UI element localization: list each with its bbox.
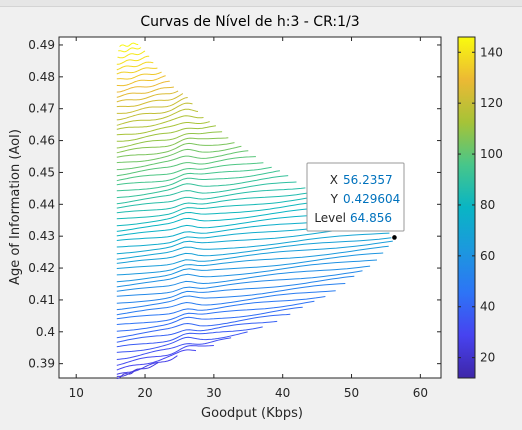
- contour-line: [116, 156, 256, 177]
- contour-line: [116, 150, 249, 171]
- colorbar-tick-label: 140: [480, 45, 503, 59]
- contour-line: [116, 331, 248, 353]
- contour-line: [116, 355, 178, 375]
- colorbar-tick-label: 40: [480, 300, 495, 314]
- datatip[interactable]: X 56.2357 Y 0.429604 Level 64.856: [306, 162, 405, 240]
- colorbar[interactable]: [457, 36, 476, 379]
- y-tick-label: 0.41: [28, 293, 55, 307]
- contour-line: [116, 142, 235, 158]
- datatip-x-value: 56.2357: [343, 173, 393, 187]
- y-tick-label: 0.44: [28, 197, 55, 211]
- contour-line: [116, 115, 204, 130]
- contour-line: [116, 259, 378, 288]
- datatip-level-value: 64.856: [350, 211, 392, 225]
- datatip-box: [306, 162, 405, 232]
- contour-line: [116, 175, 289, 199]
- contour-line: [116, 275, 355, 304]
- y-tick-label: 0.43: [28, 229, 55, 243]
- contour-line: [116, 199, 334, 227]
- contour-line: [116, 61, 154, 71]
- x-tick-label: 20: [137, 386, 152, 400]
- contour-line: [116, 300, 315, 325]
- colorbar-tick-label: 20: [480, 351, 495, 365]
- datatip-marker[interactable]: [392, 235, 397, 240]
- y-tick-label: 0.48: [28, 70, 55, 84]
- y-tick-label: 0.46: [28, 134, 55, 148]
- y-axis-label: Age of Information (AoI): [8, 129, 23, 285]
- datatip-y-value: 0.429604: [343, 192, 400, 206]
- y-tick-label: 0.45: [28, 165, 55, 179]
- colorbar-tick-label: 100: [480, 147, 503, 161]
- y-axis-ticks: 0.39 0.4 0.41 0.42 0.43 0.44 0.45 0.46 0.47 0.48 0…: [28, 38, 441, 371]
- window-top-strip: [0, 0, 522, 7]
- contour-line: [116, 368, 139, 380]
- contour-line: [116, 102, 193, 121]
- contour-line: [116, 290, 336, 316]
- contour-line: [116, 71, 162, 80]
- contour-line: [116, 170, 280, 192]
- contour-line: [116, 125, 216, 142]
- contour-line: [116, 86, 174, 98]
- contour-line: [116, 232, 390, 260]
- y-tick-label: 0.4: [36, 325, 55, 339]
- contour-line: [116, 181, 297, 205]
- y-tick-label: 0.49: [28, 38, 55, 52]
- contour-line: [116, 97, 188, 114]
- contour-line: [118, 47, 142, 53]
- colorbar-tick-label: 120: [480, 96, 503, 110]
- contour-line: [116, 121, 210, 136]
- contour-line: [116, 245, 389, 276]
- contour-line: [116, 187, 306, 209]
- x-tick-label: 50: [344, 386, 359, 400]
- contour-line: [116, 166, 272, 186]
- contour-line: [116, 80, 170, 93]
- contour-line: [116, 191, 315, 214]
- colorbar-ticks: 20 40 60 80 100 120 140: [458, 45, 503, 365]
- y-tick-label: 0.47: [28, 102, 55, 116]
- contour-line: [119, 42, 139, 47]
- colorbar-tick-label: 80: [480, 198, 495, 212]
- contour-line: [116, 240, 393, 269]
- x-axis-ticks: 10 20 30 40 50 60: [69, 37, 428, 400]
- x-tick-label: 60: [413, 386, 428, 400]
- contour-line: [116, 270, 363, 297]
- datatip-x-label: X: [330, 173, 338, 187]
- y-tick-label: 0.42: [28, 261, 55, 275]
- datatip-y-label: Y: [330, 192, 339, 206]
- contour-line: [117, 50, 146, 59]
- contour-line: [116, 162, 264, 182]
- contour-line: [116, 313, 291, 339]
- contour-line: [116, 93, 184, 108]
- x-axis-label: Goodput (Kbps): [201, 406, 303, 421]
- contour-line: [116, 320, 278, 343]
- chart-title: Curvas de Nível de h:3 - CR:1/3: [140, 14, 359, 30]
- contour-line: [116, 75, 166, 87]
- contour-line: [116, 206, 344, 232]
- x-tick-label: 30: [206, 386, 221, 400]
- contour-line: [116, 237, 392, 264]
- contour-line: [116, 194, 325, 220]
- contour-line: [116, 337, 232, 360]
- contour-line: [116, 326, 263, 348]
- contour-line: [116, 349, 197, 371]
- contour-line: [116, 137, 229, 154]
- contour-line: [116, 265, 371, 292]
- contour-line: [116, 252, 384, 283]
- contour-line: [116, 283, 346, 311]
- contour-line: [116, 131, 223, 149]
- contour-line: [116, 345, 214, 366]
- contour-line: [116, 306, 303, 332]
- x-tick-label: 10: [69, 386, 84, 400]
- contour-line: [116, 145, 242, 164]
- datatip-level-label: Level: [314, 211, 346, 225]
- contour-line: [116, 55, 150, 65]
- contour-line: [116, 108, 199, 126]
- contour-line: [116, 90, 179, 103]
- x-tick-label: 40: [275, 386, 290, 400]
- y-tick-label: 0.39: [28, 357, 55, 371]
- contour-line: [116, 296, 326, 320]
- colorbar-tick-label: 60: [480, 249, 495, 263]
- contour-line: [116, 67, 158, 75]
